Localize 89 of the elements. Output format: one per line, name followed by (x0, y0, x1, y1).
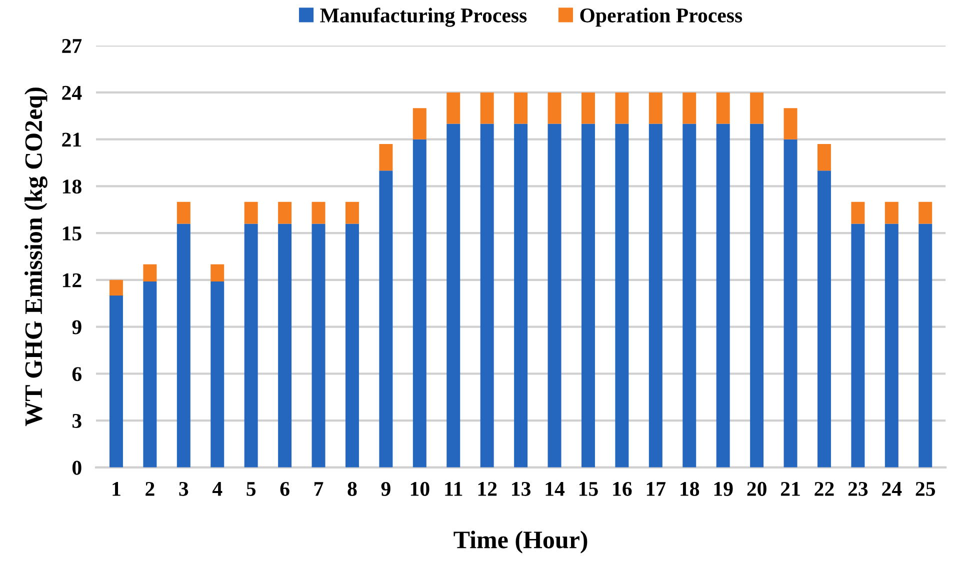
x-tick-label: 22 (814, 482, 834, 496)
x-tick-label: 12 (478, 482, 497, 496)
bar (514, 92, 528, 124)
x-tick-label: 7 (314, 482, 324, 496)
bar (784, 108, 798, 140)
x-tick-label: 15 (579, 482, 598, 496)
legend-label: Operation Process (580, 8, 742, 27)
bar (379, 170, 393, 468)
x-tick-label: 2 (146, 482, 154, 496)
y-axis-title: WT GHG Emission (kg CO2eq) (24, 88, 48, 426)
x-tick-label: 10 (410, 482, 430, 496)
x-tick-label: 19 (714, 482, 733, 496)
bar (446, 124, 460, 468)
x-tick-label: 11 (445, 482, 462, 496)
y-tick-label: 0 (72, 460, 82, 475)
bar (143, 281, 157, 468)
bar (244, 202, 258, 224)
bar (918, 202, 932, 224)
bar (312, 202, 326, 224)
bar (817, 144, 831, 171)
x-tick-label: 24 (882, 482, 902, 496)
y-tick-label: 12 (62, 273, 82, 288)
y-tick-label: 3 (72, 414, 82, 428)
x-tick-label: 5 (246, 482, 256, 496)
x-tick-label: 18 (680, 482, 700, 496)
bar (176, 224, 190, 468)
x-tick-label: 23 (848, 482, 868, 496)
bar (379, 144, 393, 171)
bar (446, 92, 460, 124)
x-tick-label: 9 (381, 482, 390, 496)
bar (548, 124, 562, 468)
y-tick-label: 18 (62, 180, 82, 194)
x-tick-label: 20 (747, 482, 766, 496)
x-tick-label: 8 (348, 482, 357, 496)
bar (851, 202, 865, 224)
bar (176, 202, 190, 224)
x-axis-title: Time (Hour) (454, 530, 588, 554)
bar (750, 124, 764, 468)
bar (682, 92, 696, 124)
bar (648, 92, 662, 124)
y-tick-label: 15 (62, 226, 82, 240)
x-tick-label: 25 (916, 482, 936, 496)
bar (412, 139, 426, 468)
y-tick-label: 27 (62, 39, 82, 53)
y-tick-label: 6 (72, 367, 82, 382)
bar (884, 202, 898, 224)
bar (278, 224, 292, 468)
bar (884, 224, 898, 468)
bar (682, 124, 696, 468)
bar (615, 92, 629, 124)
bar (210, 264, 224, 282)
bar (345, 202, 359, 224)
x-tick-label: 14 (546, 482, 565, 496)
bar (278, 202, 292, 224)
bar (109, 280, 123, 296)
bar (143, 264, 157, 282)
bar (851, 224, 865, 468)
bar (784, 139, 798, 468)
bar (817, 170, 831, 468)
bar (716, 92, 730, 124)
bar (412, 108, 426, 140)
bar (716, 124, 730, 468)
bar (648, 124, 662, 468)
bar (480, 124, 494, 468)
y-tick-label: 21 (62, 132, 82, 147)
bar (615, 124, 629, 468)
bar (312, 224, 326, 468)
bar (918, 224, 932, 468)
bar (581, 92, 595, 124)
bar (750, 92, 764, 124)
bar (514, 124, 528, 468)
bar (109, 296, 123, 468)
x-tick-label: 4 (212, 482, 222, 496)
y-tick-label: 9 (72, 320, 82, 334)
bar (548, 92, 562, 124)
x-tick-label: 16 (613, 482, 632, 496)
bar (581, 124, 595, 468)
x-tick-label: 21 (780, 482, 800, 496)
bar (210, 281, 224, 468)
x-tick-label: 6 (280, 482, 290, 496)
x-tick-label: 13 (512, 482, 531, 496)
x-tick-label: 17 (646, 482, 666, 496)
legend-label: Manufacturing Process (320, 8, 527, 27)
bar (244, 224, 258, 468)
bar (480, 92, 494, 124)
x-tick-label: 1 (112, 482, 120, 496)
bar (345, 224, 359, 468)
y-tick-label: 24 (62, 86, 82, 100)
x-tick-label: 3 (179, 482, 188, 496)
